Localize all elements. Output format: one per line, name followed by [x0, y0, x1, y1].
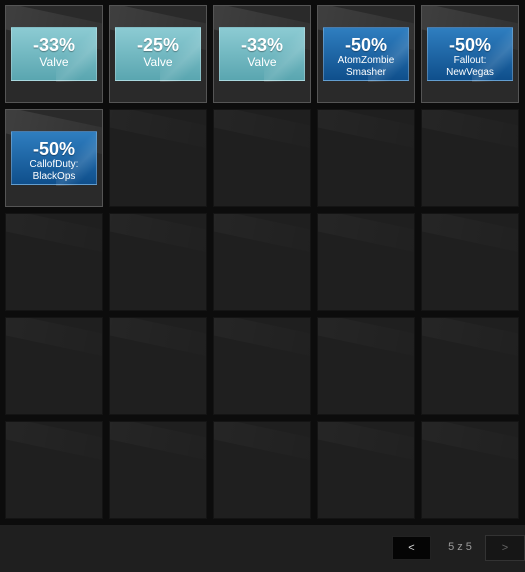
- discount-badge: -50% Fallout: NewVegas: [427, 27, 513, 82]
- grid-slot-empty[interactable]: [421, 421, 519, 519]
- grid-slot-tile[interactable]: -33% Valve: [213, 5, 311, 103]
- game-name-line-1: Fallout:: [453, 55, 487, 66]
- grid-slot-empty[interactable]: [109, 213, 207, 311]
- discount-badge: -25% Valve: [115, 27, 201, 82]
- game-name-line-2: NewVegas: [446, 67, 494, 78]
- grid-slot-empty[interactable]: [421, 213, 519, 311]
- grid-slot-empty[interactable]: [213, 109, 311, 207]
- game-name-line-2: Smasher: [345, 67, 386, 78]
- discount-percent: -33%: [32, 35, 76, 55]
- game-name-line-1: CallofDuty:: [29, 159, 79, 170]
- game-name-line-1: AtomZombie: [337, 55, 395, 66]
- grid-slot-empty[interactable]: [213, 213, 311, 311]
- grid-slot-empty[interactable]: [109, 109, 207, 207]
- discount-badge: -50% CallofDuty: BlackOps: [11, 131, 97, 186]
- discount-badge: -33% Valve: [219, 27, 305, 82]
- page-indicator: 5 z 5: [448, 541, 472, 553]
- grid-slot-empty[interactable]: [5, 421, 103, 519]
- publisher-name: Valve: [247, 55, 277, 69]
- game-name-line-2: BlackOps: [32, 171, 76, 182]
- pagination-bar: [0, 525, 525, 572]
- grid-slot-empty[interactable]: [213, 317, 311, 415]
- discount-badge: -33% Valve: [11, 27, 97, 82]
- discount-percent: -25%: [136, 35, 180, 55]
- discount-percent: -50%: [344, 35, 388, 55]
- grid-slot-tile[interactable]: -50% Fallout: NewVegas: [421, 5, 519, 103]
- discount-badge: -50% AtomZombie Smasher: [323, 27, 409, 82]
- discount-percent: -33%: [240, 35, 284, 55]
- grid-slot-tile[interactable]: -25% Valve: [109, 5, 207, 103]
- grid-slot-empty[interactable]: [109, 317, 207, 415]
- grid-slot-empty[interactable]: [109, 421, 207, 519]
- grid-slot-empty[interactable]: [421, 317, 519, 415]
- grid-slot-empty[interactable]: [317, 317, 415, 415]
- publisher-name: Valve: [143, 55, 173, 69]
- discount-percent: -50%: [32, 139, 76, 159]
- grid-slot-tile[interactable]: -50% AtomZombie Smasher: [317, 5, 415, 103]
- grid-slot-tile[interactable]: -33% Valve: [5, 5, 103, 103]
- grid-slot-empty[interactable]: [317, 213, 415, 311]
- publisher-name: Valve: [39, 55, 69, 69]
- grid-slot-empty[interactable]: [5, 213, 103, 311]
- grid-slot-empty[interactable]: [317, 421, 415, 519]
- grid-slot-empty[interactable]: [421, 109, 519, 207]
- next-page-button[interactable]: >: [485, 535, 525, 561]
- grid-slot-tile[interactable]: -50% CallofDuty: BlackOps: [5, 109, 103, 207]
- discount-percent: -50%: [448, 35, 492, 55]
- previous-page-button[interactable]: <: [392, 536, 431, 560]
- grid-slot-empty[interactable]: [213, 421, 311, 519]
- inventory-grid: -33% Valve -25% Valve -33% Valve -50% At…: [5, 5, 520, 520]
- grid-slot-empty[interactable]: [317, 109, 415, 207]
- grid-slot-empty[interactable]: [5, 317, 103, 415]
